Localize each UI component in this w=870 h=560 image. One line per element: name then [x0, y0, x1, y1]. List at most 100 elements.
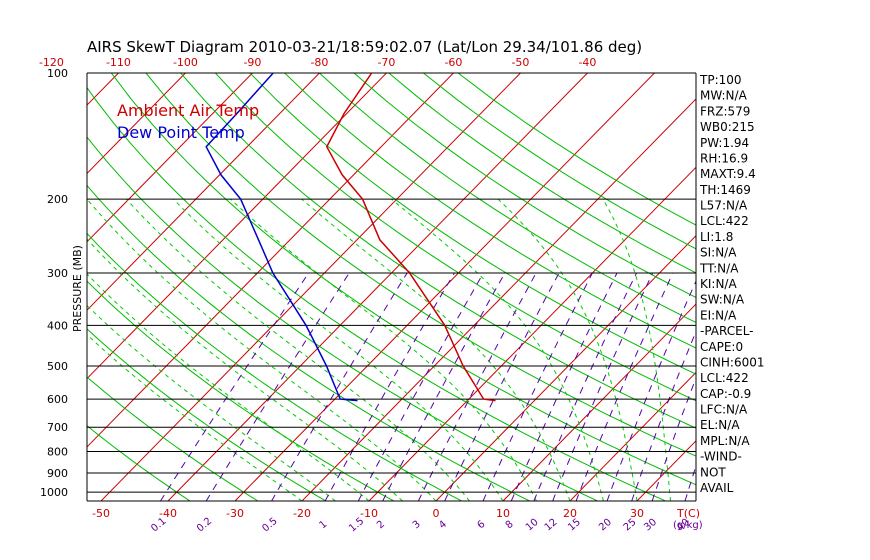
moist-adiabat [87, 333, 303, 501]
top-tick-label: -40 [578, 56, 596, 69]
dry-adiabat [87, 184, 530, 501]
pressure-label: 1000 [40, 486, 68, 499]
mixing-ratio-label: 1 [318, 519, 330, 532]
index-item: LCL:422 [700, 371, 749, 385]
mixing-ratio-label: 0.2 [195, 516, 214, 535]
isotherm [771, 73, 870, 501]
pressure-label: 200 [47, 193, 68, 206]
isotherm [234, 73, 655, 501]
pressure-label: 900 [47, 467, 68, 480]
pressure-label: 400 [47, 319, 68, 332]
mixing-ratio-line [205, 272, 350, 501]
bottom-temperature-ticks: -50 -40 -30 -20 -10 0 10 20 30 [92, 507, 644, 520]
top-tick-label: -60 [444, 56, 462, 69]
isotherm [502, 303, 696, 501]
mixing-ratio-line [271, 272, 408, 501]
mixing-unit-label: (g/kg) [673, 520, 703, 531]
top-tick-label: -80 [310, 56, 328, 69]
mixing-ratio-line [482, 272, 593, 501]
index-item: MAXT:9.4 [700, 167, 756, 181]
mixing-ratio-label: 3 [411, 519, 423, 532]
dewpoint-profile [205, 73, 358, 402]
dry-adiabat [388, 73, 696, 274]
isotherm [87, 73, 320, 311]
index-item: EI:N/A [700, 308, 737, 322]
isotherm [87, 73, 387, 380]
mixing-ratio-line [160, 272, 310, 501]
isotherm [435, 234, 696, 501]
moist-adiabat [497, 198, 638, 501]
moist-adiabat [602, 198, 671, 501]
moist-adiabat [391, 198, 604, 501]
bottom-tick-label: 10 [496, 507, 510, 520]
mixing-ratio-line [444, 272, 560, 501]
mixing-ratio-label: 12 [543, 517, 560, 534]
bottom-tick-label: -40 [159, 507, 177, 520]
moist-adiabat [301, 198, 571, 501]
index-item: WB0:215 [700, 120, 755, 134]
index-item: -PARCEL- [700, 324, 754, 338]
top-tick-label: -50 [511, 56, 529, 69]
dry-adiabat [87, 136, 598, 501]
mixing-ratio-line [417, 272, 537, 501]
index-item: MW:N/A [700, 89, 748, 103]
mixing-ratio-label: 30 [642, 517, 659, 534]
mixing-ratio-line [552, 272, 654, 501]
moist-adiabat [126, 198, 470, 501]
bottom-tick-label: 0 [433, 507, 440, 520]
mixing-ratio-line [324, 272, 455, 501]
bottom-tick-label: -30 [226, 507, 244, 520]
index-item: FRZ:579 [700, 104, 750, 118]
top-tick-label: -100 [173, 56, 198, 69]
isotherm [569, 371, 696, 501]
index-item: TT:N/A [699, 261, 739, 275]
dry-adiabat [87, 280, 395, 501]
dry-adiabat [110, 73, 696, 486]
bottom-tick-label: -10 [360, 507, 378, 520]
index-item: NOT [700, 465, 726, 479]
index-item: TP:100 [699, 73, 742, 87]
bottom-tick-label: 30 [630, 507, 644, 520]
legend-ambient-air-temp: Ambient Air Temp [117, 101, 259, 120]
chart-title: AIRS SkewT Diagram 2010-03-21/18:59:02.0… [87, 38, 642, 56]
pressure-isobars [87, 72, 696, 502]
index-item: MPL:N/A [700, 434, 750, 448]
top-tick-label: -70 [377, 56, 395, 69]
moist-adiabat [87, 273, 370, 501]
bottom-tick-label: -20 [293, 507, 311, 520]
pressure-labels: 100 200 300 400 500 600 700 800 900 1000 [40, 67, 68, 499]
pressure-label: 600 [47, 393, 68, 406]
dry-adiabat [423, 73, 696, 250]
mixing-ratio-label: 6 [476, 519, 488, 532]
pressure-label: 500 [47, 360, 68, 373]
index-item: PW:1.94 [700, 136, 749, 150]
index-item: CINH:6001 [700, 356, 765, 370]
temperature-profile [325, 73, 496, 402]
dry-adiabat [284, 73, 696, 349]
index-item: LFC:N/A [700, 403, 748, 417]
mixing-ratio-labels: 0.1 0.2 0.5 1 1.5 2 3 4 6 8 10 12 15 20 25 30 40 [149, 516, 692, 535]
dry-adiabat [87, 376, 259, 501]
bottom-unit-label: T(C) [676, 507, 700, 520]
top-temperature-ticks: -120 -110 -100 -90 -80 -70 -60 -50 -40 [39, 56, 596, 69]
index-item: KI:N/A [700, 277, 737, 291]
dry-adiabat [249, 73, 696, 375]
y-axis-label: PRESSURE (MB) [71, 245, 84, 332]
dry-adiabat [145, 73, 696, 457]
mixing-ratio-line [357, 272, 484, 501]
mixing-ratio-line [382, 272, 506, 501]
top-tick-label: -120 [39, 56, 64, 69]
index-item: SI:N/A [700, 246, 737, 260]
background-lines [87, 73, 870, 501]
moist-adiabat [230, 198, 537, 501]
isotherm [100, 73, 521, 501]
pressure-label: 700 [47, 421, 68, 434]
isotherm [87, 73, 253, 243]
mixing-ratio-label: 8 [504, 519, 516, 532]
mixing-ratio-label: 0.5 [260, 516, 279, 535]
isotherm [87, 73, 186, 175]
dry-adiabat [215, 73, 696, 402]
mixing-ratio-label: 2 [375, 519, 387, 532]
pressure-label: 100 [47, 67, 68, 80]
